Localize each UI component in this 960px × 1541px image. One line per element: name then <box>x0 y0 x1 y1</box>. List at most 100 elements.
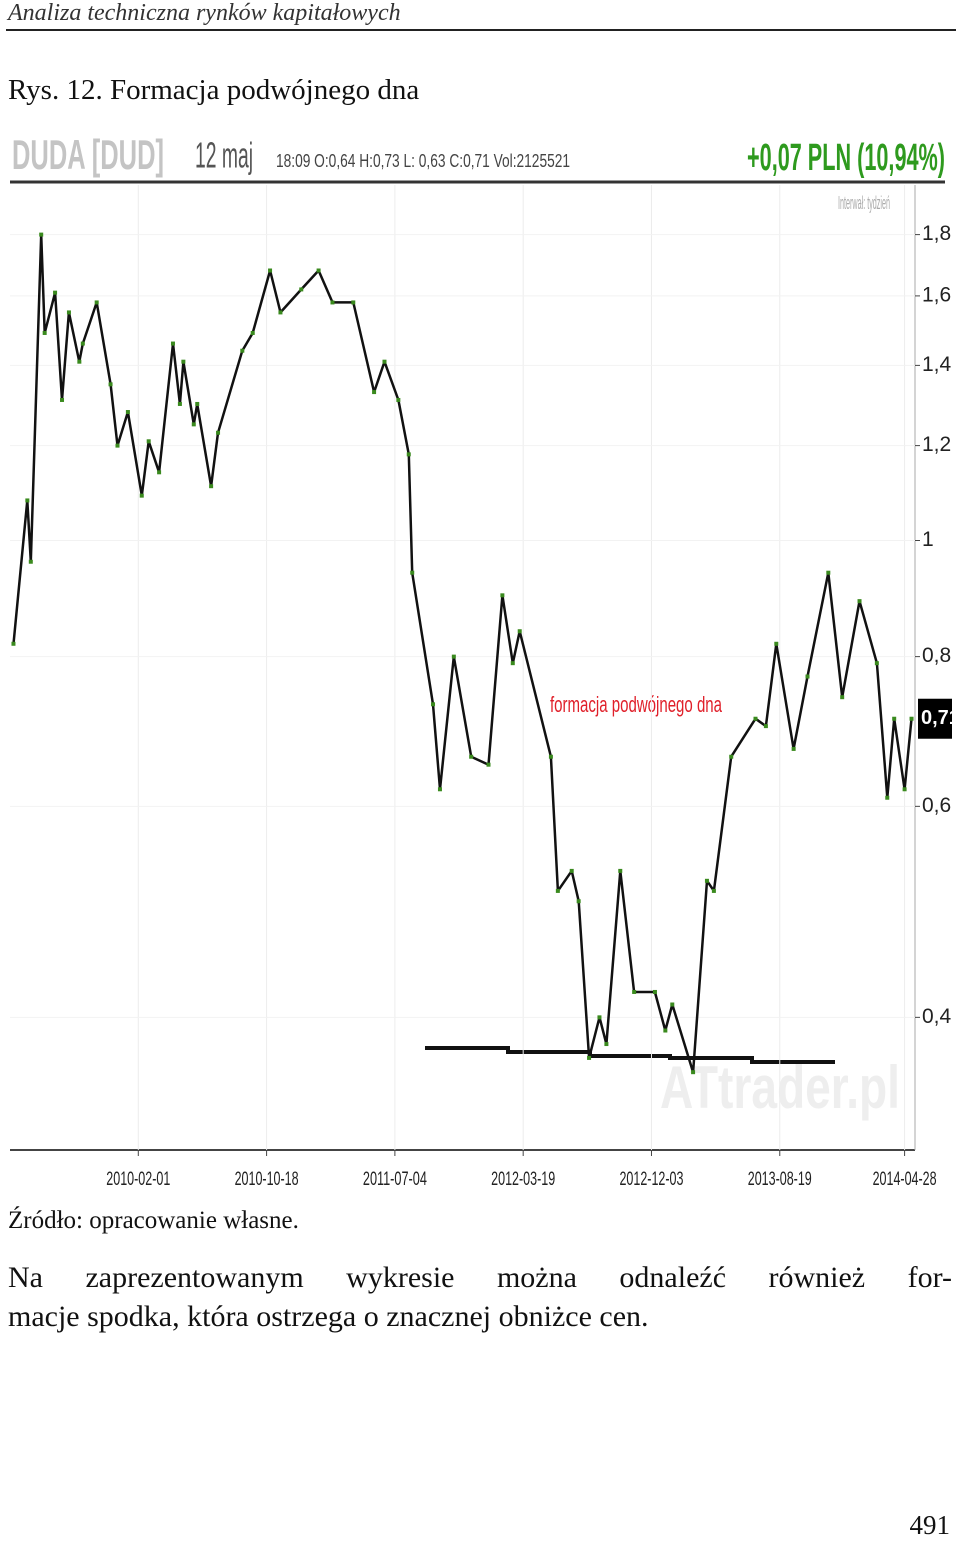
price-marker <box>587 1055 592 1060</box>
price-marker <box>146 439 151 444</box>
x-tick-label: 2014-04-28 <box>873 1169 937 1190</box>
price-marker <box>77 359 82 364</box>
y-tick-label: 1,2 <box>922 433 951 456</box>
price-marker <box>604 1042 609 1047</box>
price-marker <box>500 593 505 598</box>
ticker: DUDA [DUD] <box>12 131 164 178</box>
annotation: formacja podwójnego dna <box>550 692 723 717</box>
price-marker <box>469 754 474 759</box>
y-tick-label: 1,8 <box>922 222 951 245</box>
price-marker <box>60 397 65 402</box>
price-marker <box>691 1070 696 1075</box>
price-marker <box>94 300 99 305</box>
price-marker <box>53 290 58 295</box>
price-marker <box>181 359 186 364</box>
figure-caption: Rys. 12. Formacja podwójnego dna <box>8 74 420 106</box>
header-rule <box>6 29 956 31</box>
price-marker <box>372 390 377 395</box>
price-marker <box>909 716 914 721</box>
price-marker <box>704 878 709 883</box>
price-marker <box>902 787 907 792</box>
price-marker <box>840 695 845 700</box>
y-tick-label: 0,4 <box>922 1005 952 1028</box>
x-tick-label: 2010-02-01 <box>106 1169 170 1190</box>
price-marker <box>632 989 637 994</box>
price-marker <box>486 762 491 767</box>
price-marker <box>753 716 758 721</box>
price-marker <box>652 989 657 994</box>
price-marker <box>597 1015 602 1020</box>
chart-background <box>10 130 950 1195</box>
y-tick-label: 1,4 <box>922 353 952 376</box>
price-marker <box>396 397 401 402</box>
interval: Interwał: tydzień <box>838 193 890 213</box>
body-line: macje spodka, która ostrzega o znacznej … <box>8 1300 649 1333</box>
body-line: Na zaprezentowanym wykresie można odnale… <box>8 1261 952 1294</box>
price-marker <box>791 746 796 751</box>
price-marker <box>316 268 321 273</box>
price-marker <box>711 888 716 893</box>
price-marker <box>382 359 387 364</box>
price-marker <box>510 661 515 666</box>
x-tick-label: 2012-12-03 <box>619 1169 683 1190</box>
price-marker <box>451 654 456 659</box>
price-marker <box>548 754 553 759</box>
price-marker <box>826 570 831 575</box>
price-marker <box>209 484 214 489</box>
body-text: Na zaprezentowanym wykresie można odnale… <box>8 1258 952 1336</box>
y-tick-label: 1,6 <box>922 283 951 306</box>
y-tick-label: 1 <box>922 528 934 551</box>
price-marker <box>80 341 85 346</box>
price-marker <box>115 443 120 448</box>
price-marker <box>28 559 33 564</box>
price-marker <box>240 348 245 353</box>
price-marker <box>857 599 862 604</box>
price-marker <box>874 661 879 666</box>
price-marker <box>157 470 162 475</box>
price-marker <box>250 330 255 335</box>
price-marker <box>66 310 71 315</box>
price-marker <box>885 795 890 800</box>
price-change: +0,07 PLN (10,94%) <box>747 137 945 179</box>
price-marker <box>892 716 897 721</box>
price-marker <box>195 401 200 406</box>
price-marker <box>618 868 623 873</box>
price-marker <box>125 410 130 415</box>
y-tick-label: 0,6 <box>922 794 951 817</box>
price-marker <box>774 641 779 646</box>
running-title: Analiza techniczna rynków kapitałowych <box>8 0 401 26</box>
price-marker <box>406 452 411 457</box>
x-tick-label: 2013-08-19 <box>748 1169 812 1190</box>
quote-date: 12 maj <box>195 135 253 176</box>
x-tick-label: 2011-07-04 <box>363 1169 427 1190</box>
price-marker <box>11 641 16 646</box>
price-marker <box>729 754 734 759</box>
page-number: 491 <box>909 1510 951 1540</box>
price-marker <box>139 493 144 498</box>
price-marker <box>805 674 810 679</box>
x-tick-label: 2010-10-18 <box>235 1169 299 1190</box>
price-marker <box>39 232 44 237</box>
price-marker <box>177 401 182 406</box>
price-marker <box>663 1028 668 1033</box>
support-line <box>425 1046 835 1064</box>
price-marker <box>569 868 574 873</box>
price-marker <box>299 287 304 292</box>
price-marker <box>42 330 47 335</box>
price-marker <box>268 268 273 273</box>
price-marker <box>216 430 221 435</box>
last-price-box <box>918 698 952 739</box>
last-price-label: 0,71 <box>921 707 960 729</box>
price-marker <box>191 422 196 427</box>
price-marker <box>763 724 768 729</box>
price-marker <box>108 382 113 387</box>
price-marker <box>437 787 442 792</box>
price-marker <box>576 899 581 904</box>
price-marker <box>431 702 436 707</box>
y-tick-label: 0,8 <box>922 644 951 667</box>
price-marker <box>555 888 560 893</box>
price-marker <box>410 570 415 575</box>
price-marker <box>25 498 30 503</box>
price-marker <box>170 341 175 346</box>
